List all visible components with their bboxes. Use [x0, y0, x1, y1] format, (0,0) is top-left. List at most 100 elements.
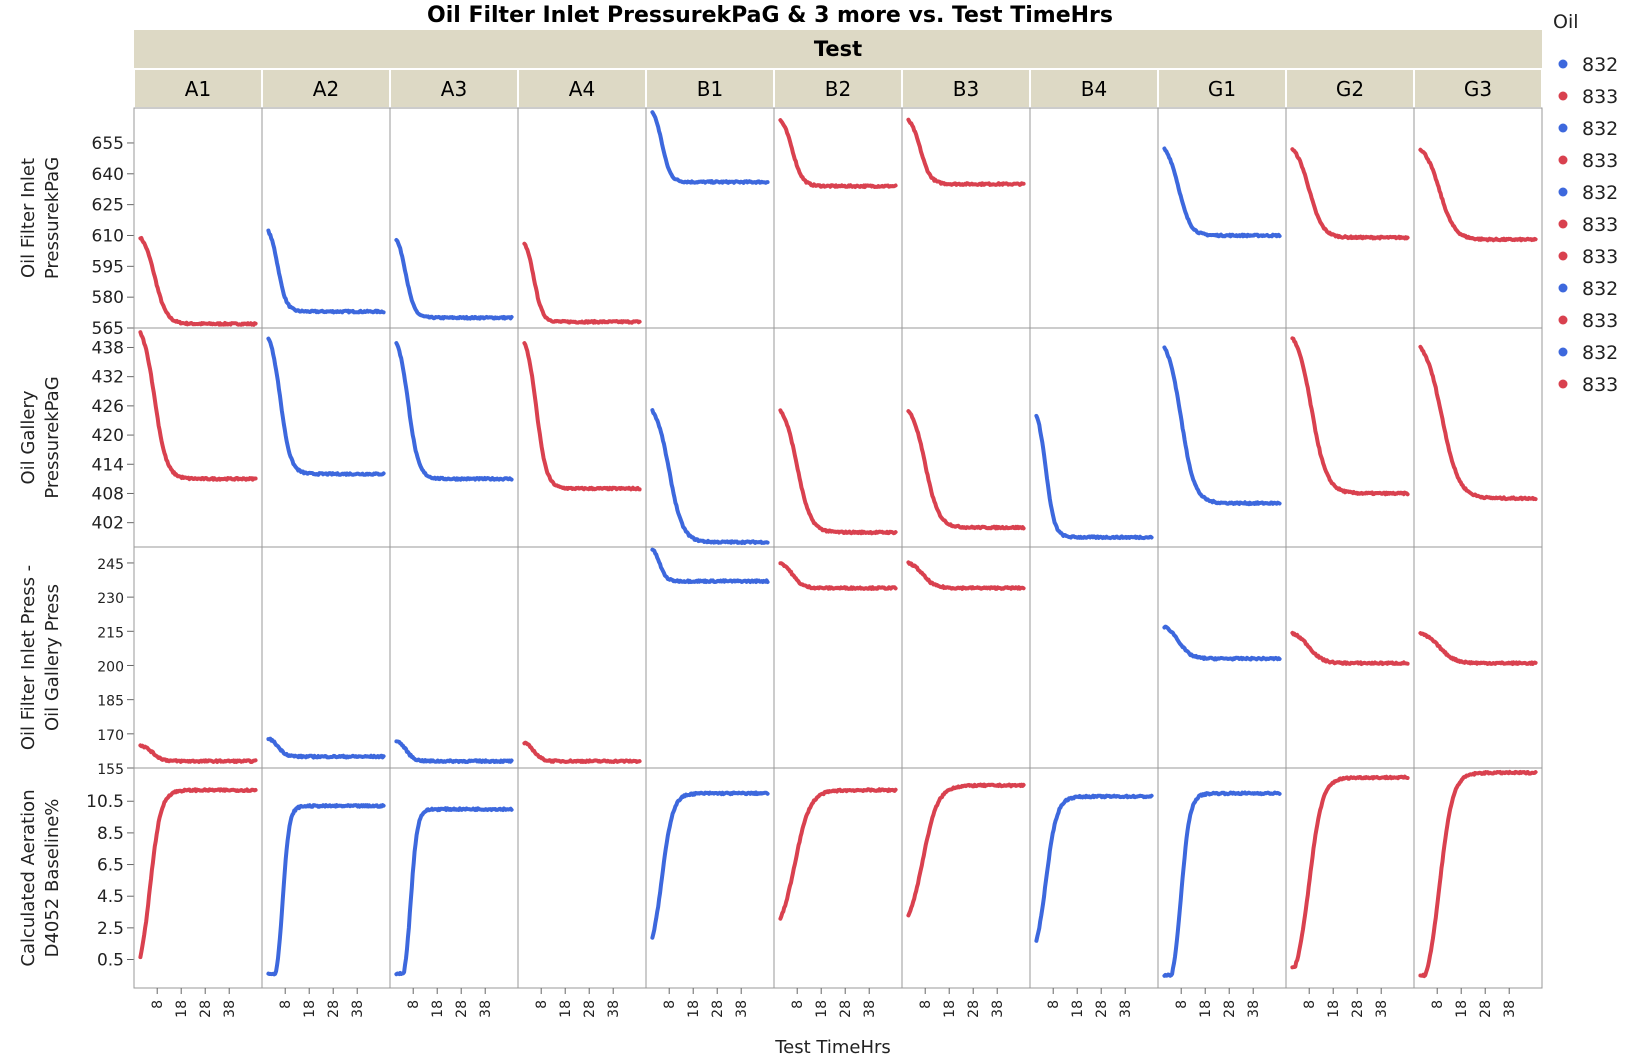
x-tick-label: 8 — [1174, 1000, 1190, 1009]
series-G2-row3 — [1290, 630, 1410, 666]
series-A2-row2 — [266, 336, 386, 477]
panel-A1-row2 — [133, 327, 263, 548]
y-axis-label-line: D4052 Baseline% — [42, 799, 63, 958]
legend-marker-832 — [1558, 347, 1568, 357]
x-tick-label: 38 — [990, 1000, 1006, 1018]
x-tick-label: 18 — [558, 1000, 574, 1018]
series-B2-row3 — [778, 561, 898, 591]
x-tick-label: 38 — [862, 1000, 878, 1018]
legend-label: 833 — [1582, 374, 1618, 396]
strip-label-B3: B3 — [953, 77, 979, 101]
strip-A1 — [135, 70, 261, 107]
x-tick-label: 28 — [1350, 1000, 1366, 1018]
x-tick-label: 18 — [686, 1000, 702, 1018]
chart-title: Oil Filter Inlet PressurekPaG & 3 more v… — [427, 3, 1113, 28]
legend-label: 832 — [1582, 278, 1618, 300]
strip-label-A1: A1 — [185, 77, 211, 101]
panel-G1-row1 — [1157, 107, 1287, 329]
x-tick-label: 38 — [734, 1000, 750, 1018]
legend-label: 832 — [1582, 182, 1618, 204]
panel-B4-row2 — [1029, 327, 1159, 548]
series-G3-row1 — [1418, 147, 1538, 243]
y-tick-label: 185 — [97, 694, 124, 710]
panel-A2-row2 — [261, 327, 391, 548]
series-B3-row2 — [906, 409, 1026, 531]
y-tick-label: 625 — [92, 196, 124, 216]
x-tick-label: 18 — [302, 1000, 318, 1018]
panel-B3-row1 — [901, 107, 1031, 329]
legend-title: Oil — [1553, 11, 1579, 33]
y-axis-label-line: PressurekPaG — [42, 376, 63, 498]
x-tick-label: 18 — [174, 1000, 190, 1018]
y-tick-label: 402 — [92, 514, 124, 534]
series-G2-row4 — [1290, 774, 1410, 970]
panel-A4-row4 — [517, 767, 647, 989]
strip-B2 — [775, 70, 901, 107]
panel-A2-row3 — [261, 546, 391, 769]
strip-G1 — [1159, 70, 1285, 107]
legend-marker-832 — [1558, 59, 1568, 69]
series-A4-row1 — [522, 241, 642, 325]
series-A4-row3 — [522, 740, 642, 764]
y-tick-label: 6.5 — [97, 856, 124, 876]
y-tick-label: 170 — [97, 728, 124, 744]
x-tick-label: 38 — [1374, 1000, 1390, 1018]
series-B4-row4 — [1034, 793, 1154, 943]
series-A3-row3 — [394, 739, 514, 764]
x-tick-label: 18 — [1070, 1000, 1086, 1018]
strip-G2 — [1287, 70, 1413, 107]
series-G1-row3 — [1162, 624, 1282, 662]
legend-marker-832 — [1558, 283, 1568, 293]
strip-label-G1: G1 — [1208, 77, 1236, 101]
y-tick-label: 432 — [92, 368, 124, 388]
series-G1-row1 — [1162, 146, 1282, 239]
x-tick-label: 28 — [1478, 1000, 1494, 1018]
panel-G3-row2 — [1413, 327, 1543, 548]
x-tick-label: 28 — [454, 1000, 470, 1018]
series-B1-row3 — [650, 547, 770, 585]
x-tick-label: 38 — [1118, 1000, 1134, 1018]
series-A2-row4 — [266, 803, 386, 977]
panel-B2-row1 — [773, 107, 903, 329]
legend-marker-832 — [1558, 187, 1568, 197]
strip-B1 — [647, 70, 773, 107]
legend-marker-832 — [1558, 123, 1568, 133]
panel-B2-row4 — [773, 767, 903, 989]
y-axis-label-line: Oil Gallery Press — [42, 584, 63, 731]
series-B1-row2 — [650, 408, 770, 545]
legend-marker-833 — [1558, 219, 1568, 229]
x-tick-label: 8 — [1046, 1000, 1062, 1009]
x-tick-label: 8 — [150, 1000, 166, 1009]
x-tick-label: 28 — [1094, 1000, 1110, 1018]
legend-label: 833 — [1582, 310, 1618, 332]
x-tick-label: 18 — [1326, 1000, 1342, 1018]
y-tick-label: 565 — [92, 319, 124, 339]
panel-B4-row3 — [1029, 546, 1159, 769]
legend-label: 833 — [1582, 214, 1618, 236]
x-tick-label: 18 — [430, 1000, 446, 1018]
y-tick-label: 640 — [92, 165, 124, 185]
y-tick-label: 2.5 — [97, 919, 124, 939]
series-G1-row2 — [1162, 345, 1282, 507]
series-B1-row1 — [650, 110, 770, 185]
series-A3-row2 — [394, 341, 514, 482]
panel-B1-row4 — [645, 767, 775, 989]
x-tick-label: 28 — [1222, 1000, 1238, 1018]
panel-B3-row2 — [901, 327, 1031, 548]
legend-marker-833 — [1558, 315, 1568, 325]
x-tick-label: 28 — [966, 1000, 982, 1018]
strip-label-B4: B4 — [1081, 77, 1107, 101]
y-axis-label-line: Oil Filter Inlet Press - — [18, 565, 39, 750]
strip-label-G3: G3 — [1464, 77, 1492, 101]
legend: 832 833 832 833 832 833 833 832 833 832 833 — [1558, 54, 1618, 396]
x-tick-label: 18 — [942, 1000, 958, 1018]
strip-label-B2: B2 — [825, 77, 851, 101]
series-B4-row2 — [1034, 413, 1154, 541]
y-tick-label: 655 — [92, 134, 124, 154]
strip-label-B1: B1 — [697, 77, 723, 101]
series-G2-row1 — [1290, 147, 1410, 241]
x-tick-label: 18 — [1198, 1000, 1214, 1018]
y-axis-label: Calculated Aeration D4052 Baseline% — [18, 789, 63, 966]
x-tick-label: 38 — [606, 1000, 622, 1018]
